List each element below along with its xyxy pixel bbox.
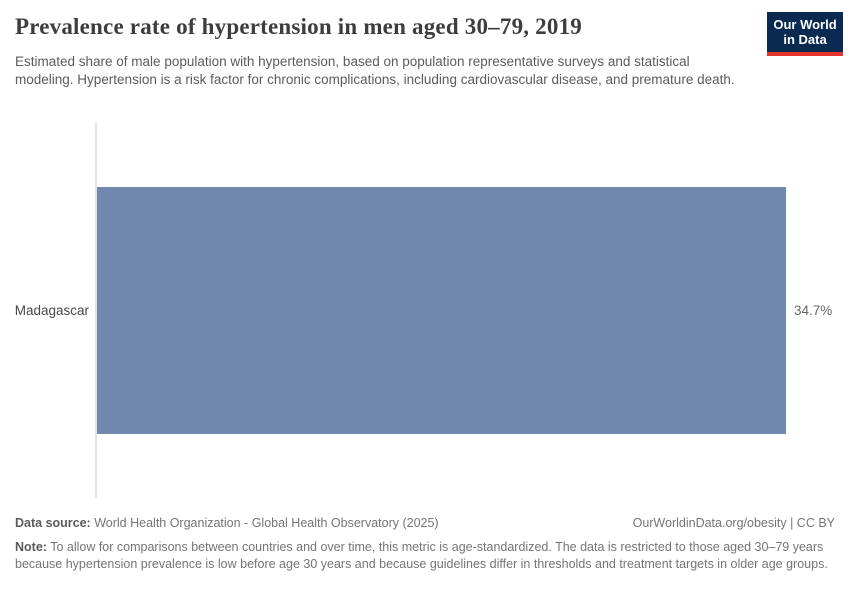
value-label-madagascar: 34.7% [794, 303, 833, 318]
category-label-madagascar: Madagascar [14, 303, 89, 318]
owid-logo[interactable]: Our World in Data [767, 12, 843, 56]
note-label: Note: [15, 540, 47, 554]
data-source-line: Data source: World Health Organization -… [15, 516, 439, 530]
chart-subtitle: Estimated share of male population with … [15, 54, 735, 87]
chart-note: Note: To allow for comparisons between c… [15, 539, 838, 572]
page-title: Prevalence rate of hypertension in men a… [15, 14, 582, 39]
license-link[interactable]: OurWorldinData.org/obesity | CC BY [632, 516, 835, 530]
owid-logo-line1: Our World [773, 17, 837, 32]
bar-madagascar[interactable] [97, 187, 786, 434]
data-source-text: World Health Organization - Global Healt… [94, 516, 439, 530]
source-row: Data source: World Health Organization -… [15, 516, 835, 530]
data-source-label: Data source: [15, 516, 91, 530]
owid-logo-line2: in Data [783, 32, 827, 48]
note-text: To allow for comparisons between countri… [15, 540, 828, 571]
plot-area [95, 123, 786, 499]
